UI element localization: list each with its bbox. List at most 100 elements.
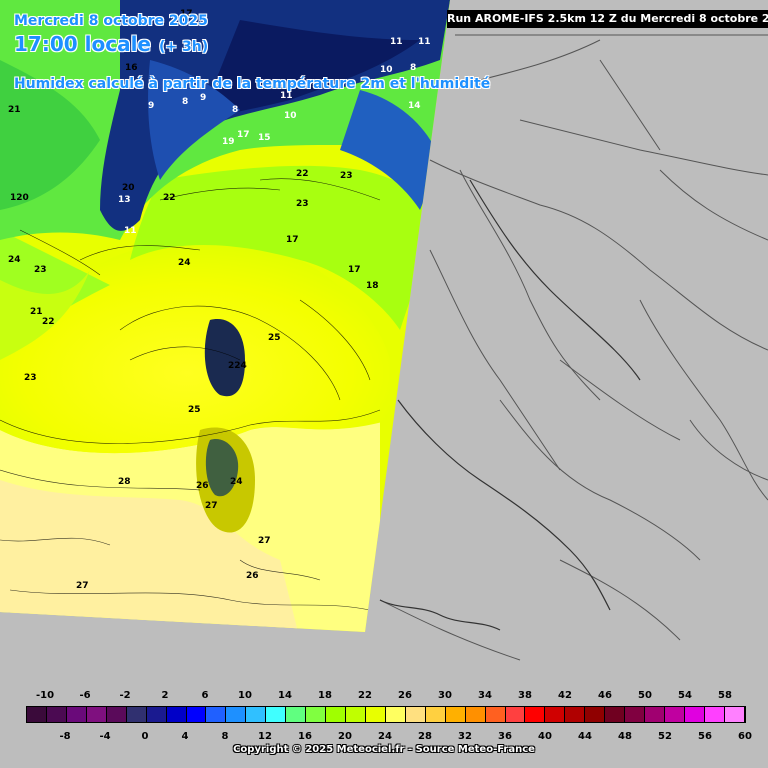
map-value: 120 <box>10 193 29 203</box>
map-value: 27 <box>258 536 271 546</box>
parameter-description: Humidex calculé à partir de la températu… <box>14 76 491 92</box>
legend-swatch <box>405 707 426 722</box>
legend-swatch <box>126 707 147 722</box>
legend-swatch <box>226 707 247 722</box>
legend-tick-label: 24 <box>378 731 392 742</box>
legend-tick-label: 50 <box>638 690 652 701</box>
forecast-date: Mercredi 8 octobre 2025 <box>14 13 208 29</box>
forecast-time: 17:00 locale (+ 3h) <box>14 32 208 56</box>
legend-tick-label: 14 <box>278 690 292 701</box>
legend-swatch <box>346 707 366 722</box>
legend-swatch <box>46 707 67 722</box>
map-value: 14 <box>408 101 421 111</box>
map-value: 17 <box>237 130 250 140</box>
legend-tick-label: 34 <box>478 690 492 701</box>
legend-tick-label: 60 <box>738 731 752 742</box>
legend-tick-label: 2 <box>161 690 169 701</box>
legend-swatch <box>66 707 87 722</box>
map-value: 11 <box>280 91 293 101</box>
legend-swatch <box>684 707 705 722</box>
legend-tick-label: 16 <box>298 731 312 742</box>
map-value: 22 <box>296 169 309 179</box>
map-value: 10 <box>380 65 393 75</box>
map-value: 11 <box>418 37 431 47</box>
legend-tick-label: -4 <box>99 731 111 742</box>
legend-swatch <box>485 707 506 722</box>
map-value: 224 <box>228 361 247 371</box>
copyright: Copyright © 2025 Meteociel.fr - Source M… <box>233 744 535 755</box>
legend-swatch <box>166 707 187 722</box>
map-value: 8 <box>182 97 188 107</box>
legend-tick-label: 26 <box>398 690 412 701</box>
legend-tick-label: 46 <box>598 690 612 701</box>
legend-swatch <box>625 707 646 722</box>
legend-tick-label: 20 <box>338 731 352 742</box>
legend-swatch <box>306 707 327 722</box>
map-value: 8 <box>232 105 238 115</box>
legend-swatch <box>545 707 566 722</box>
legend-swatch <box>525 707 546 722</box>
legend-swatch <box>286 707 307 722</box>
legend-tick-label: 42 <box>558 690 572 701</box>
map-value: 20 <box>122 183 135 193</box>
map-value: 24 <box>230 477 243 487</box>
legend-swatch <box>146 707 167 722</box>
map-value: 17 <box>180 9 193 19</box>
legend-tick-label: 0 <box>141 731 149 742</box>
coastline <box>379 179 641 631</box>
legend-swatch <box>246 707 267 722</box>
legend-swatch <box>206 707 227 722</box>
map-value: 22 <box>163 193 176 203</box>
color-legend <box>26 706 746 723</box>
map-value: 25 <box>268 333 281 343</box>
legend-tick-label: 44 <box>578 731 592 742</box>
legend-tick-label: 22 <box>358 690 372 701</box>
legend-swatch <box>565 707 586 722</box>
legend-tick-label: 58 <box>718 690 732 701</box>
map-value: 23 <box>296 199 309 209</box>
legend-swatch <box>106 707 127 722</box>
legend-tick-label: 12 <box>258 731 272 742</box>
legend-swatch <box>645 707 665 722</box>
legend-tick-label: 6 <box>201 690 209 701</box>
legend-tick-label: 52 <box>658 731 672 742</box>
map-value: 21 <box>8 105 21 115</box>
map-value: 17 <box>348 265 361 275</box>
map-value: 10 <box>284 111 297 121</box>
map-value: 24 <box>8 255 21 265</box>
legend-swatch <box>465 707 486 722</box>
legend-tick-label: -6 <box>79 690 91 701</box>
map-value: 23 <box>34 265 47 275</box>
legend-swatch <box>445 707 466 722</box>
legend-swatch <box>665 707 685 722</box>
legend-tick-label: 10 <box>238 690 252 701</box>
map-value: 11 <box>124 226 137 236</box>
map-value: 27 <box>205 501 218 511</box>
map-value: 15 <box>258 133 271 143</box>
legend-swatch <box>724 707 745 722</box>
map-value: 16 <box>125 63 138 73</box>
legend-swatch <box>704 707 725 722</box>
legend-tick-label: 38 <box>518 690 532 701</box>
map-value: 21 <box>30 307 43 317</box>
legend-tick-label: 56 <box>698 731 712 742</box>
legend-tick-label: 54 <box>678 690 692 701</box>
legend-tick-label: 8 <box>221 731 229 742</box>
map-value: 11 <box>390 37 403 47</box>
legend-swatch <box>186 707 207 722</box>
map-value: 28 <box>118 477 131 487</box>
map-value: 9 <box>200 93 206 103</box>
value-labels: 17 11 11 16 10 8 14 21 9 8 8 9 11 10 17 … <box>8 9 431 591</box>
legend-tick-label: 32 <box>458 731 472 742</box>
map-value: 23 <box>340 171 353 181</box>
legend-swatch <box>266 707 287 722</box>
legend-tick-label: 4 <box>181 731 189 742</box>
legend-swatch <box>585 707 606 722</box>
map-value: 25 <box>188 405 201 415</box>
legend-tick-label: 48 <box>618 731 632 742</box>
map-value: 13 <box>118 195 131 205</box>
lead-time: (+ 3h) <box>159 39 209 55</box>
legend-tick-label: 28 <box>418 731 432 742</box>
legend-swatch <box>385 707 406 722</box>
